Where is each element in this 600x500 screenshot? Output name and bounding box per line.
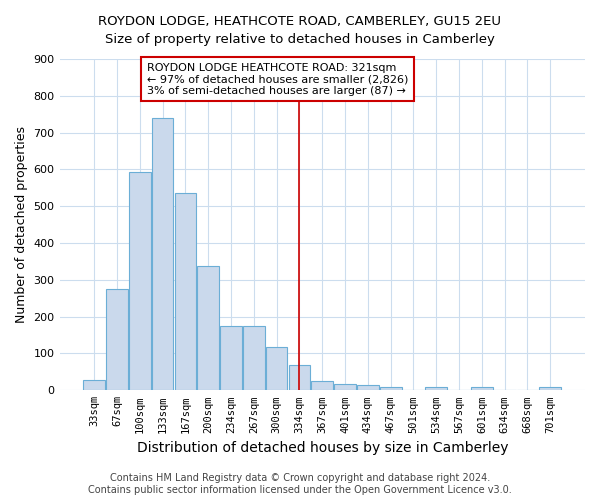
Y-axis label: Number of detached properties: Number of detached properties (15, 126, 28, 323)
Bar (175, 194, 196, 390)
Text: ROYDON LODGE HEATHCOTE ROAD: 321sqm
← 97% of detached houses are smaller (2,826): ROYDON LODGE HEATHCOTE ROAD: 321sqm ← 97… (147, 62, 408, 96)
Bar (220, 326, 242, 390)
Bar (311, 381, 333, 390)
Bar (83, 380, 105, 390)
Bar (380, 388, 401, 390)
Bar (197, 266, 219, 390)
Bar (106, 289, 128, 390)
Text: Size of property relative to detached houses in Camberley: Size of property relative to detached ho… (105, 32, 495, 46)
Bar (152, 118, 173, 390)
Bar (539, 388, 561, 390)
Bar (425, 387, 447, 390)
X-axis label: Distribution of detached houses by size in Camberley: Distribution of detached houses by size … (137, 441, 508, 455)
Text: ROYDON LODGE, HEATHCOTE ROAD, CAMBERLEY, GU15 2EU: ROYDON LODGE, HEATHCOTE ROAD, CAMBERLEY,… (98, 15, 502, 28)
Bar (357, 385, 379, 390)
Bar (289, 366, 310, 390)
Bar (243, 326, 265, 390)
Text: Contains HM Land Registry data © Crown copyright and database right 2024.
Contai: Contains HM Land Registry data © Crown c… (88, 474, 512, 495)
Bar (266, 347, 287, 391)
Bar (129, 172, 151, 390)
Bar (471, 388, 493, 390)
Bar (334, 384, 356, 390)
